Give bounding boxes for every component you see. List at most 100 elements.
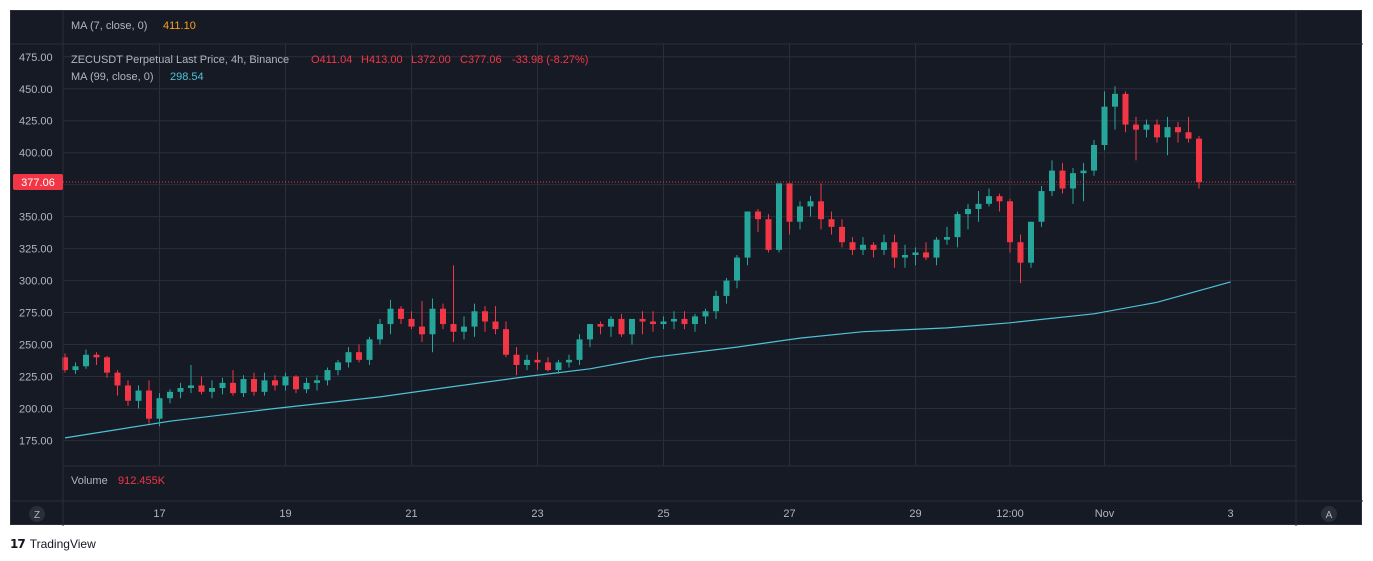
candle-body [1070, 173, 1076, 189]
ma7-label: MA (7, close, 0) [71, 20, 147, 32]
candle-body [954, 214, 961, 238]
ohlc-change: -33.98 (-8.27%) [512, 54, 588, 66]
candle-body [272, 380, 278, 386]
candle-body [1017, 242, 1024, 263]
candle-body [629, 318, 635, 335]
candle-body [198, 385, 205, 392]
candle-body [1028, 221, 1034, 263]
x-tick-label: 3 [1227, 508, 1233, 520]
candlestick-chart[interactable]: 475.00450.00425.00400.00375.00350.00325.… [11, 11, 1363, 526]
candle-body [860, 244, 866, 250]
candle-body [1196, 138, 1202, 183]
candle-body [356, 352, 362, 360]
scale-buttons: Z A [29, 506, 1337, 522]
candle-body [1007, 201, 1013, 243]
candle-body [944, 237, 950, 240]
ohlc-open: O411.04 [311, 54, 352, 66]
auto-scale-right-button[interactable] [1321, 506, 1337, 522]
candle-body [839, 226, 845, 243]
candle-body [188, 385, 194, 388]
candle-body [209, 387, 215, 392]
ma99-series [64, 281, 1231, 439]
candle-body [293, 376, 299, 390]
chart-panel[interactable]: 475.00450.00425.00400.00375.00350.00325.… [10, 10, 1363, 526]
candle-body [923, 252, 929, 258]
ohlc-close: C377.06 [460, 54, 502, 66]
candle-body [734, 257, 740, 281]
candle-body [555, 362, 562, 371]
volume-value: 912.455K [118, 475, 166, 487]
candle-body [965, 208, 971, 215]
candle-body [125, 385, 131, 401]
candle-body [692, 316, 698, 325]
candle-body [1080, 170, 1087, 174]
last-price-marker: 377.06 [13, 174, 1296, 191]
x-tick-label: 12:00 [996, 508, 1024, 520]
candle-body [146, 390, 152, 419]
candle-body [1059, 170, 1066, 189]
candle-body [219, 382, 226, 388]
y-tick-label: 225.00 [19, 371, 53, 383]
brand-name: TradingView [29, 537, 96, 551]
auto-scale-left-button[interactable] [29, 506, 45, 522]
candle-body [713, 295, 719, 312]
candle-body [818, 201, 824, 220]
candle-body [933, 239, 940, 258]
candle-body [534, 359, 541, 363]
y-tick-label: 450.00 [19, 84, 53, 96]
x-tick-label: 17 [153, 508, 165, 520]
candle-body [1091, 145, 1097, 171]
candle-body [345, 352, 352, 363]
candle-body [1164, 127, 1171, 138]
ohlc-low: L372.00 [411, 54, 451, 66]
y-tick-label: 275.00 [19, 308, 53, 320]
candle-body [566, 359, 572, 363]
y-tick-label: 325.00 [19, 244, 53, 256]
candle-body [576, 339, 583, 360]
candle-body [902, 255, 908, 258]
candle-body [167, 391, 173, 399]
candle-body [62, 357, 68, 371]
candle-body [545, 362, 551, 371]
candle-body [177, 387, 184, 392]
candle-body [744, 211, 751, 258]
candle-body [608, 318, 614, 327]
candle-body [870, 244, 877, 250]
y-tick-label: 350.00 [19, 212, 53, 224]
candle-body [240, 379, 247, 394]
candle-body [450, 324, 457, 332]
candle-body [503, 329, 509, 355]
candle-body [702, 311, 709, 317]
ma99-label: MA (99, close, 0) [71, 71, 154, 83]
candle-body [912, 252, 919, 255]
candle-body [797, 206, 803, 222]
candle-body [881, 242, 887, 250]
candle-body [471, 311, 478, 327]
candle-body [650, 321, 656, 325]
candle-body [492, 321, 499, 330]
candle-body [1133, 124, 1139, 130]
candle-body [366, 339, 373, 360]
candle-body [156, 398, 163, 419]
ma99-line [64, 281, 1231, 439]
legend: MA (7, close, 0) 411.10 ZECUSDT Perpetua… [71, 20, 588, 487]
tradingview-logo-icon: 17 [10, 537, 26, 551]
candle-body [618, 318, 625, 335]
candle-body [104, 357, 110, 373]
candle-body [597, 324, 604, 327]
candle-body [429, 308, 436, 335]
tradingview-brand[interactable]: 17 TradingView [10, 536, 96, 552]
y-tick-label: 250.00 [19, 340, 53, 352]
candle-body [996, 196, 1003, 202]
y-tick-label: 400.00 [19, 148, 53, 160]
y-tick-label: 200.00 [19, 403, 53, 415]
ma99-value: 298.54 [170, 71, 204, 83]
candle-body [681, 318, 688, 325]
candle-body [93, 354, 100, 358]
candle-body [513, 354, 520, 365]
candle-body [398, 308, 404, 319]
candle-body [807, 201, 814, 207]
candle-body [671, 318, 677, 322]
candle-body [482, 311, 488, 322]
candle-body [1175, 127, 1181, 133]
